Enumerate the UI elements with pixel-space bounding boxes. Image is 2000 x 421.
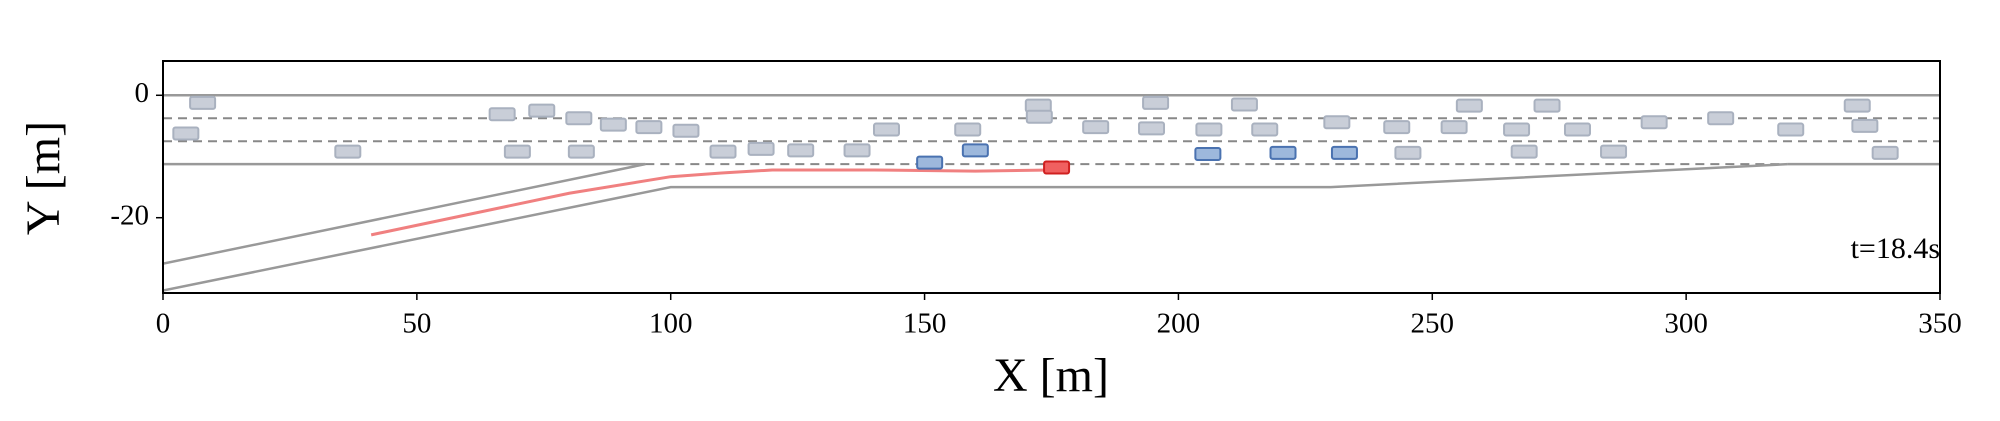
vehicle	[189, 95, 217, 110]
vehicle	[1843, 98, 1871, 113]
ego-trajectory	[370, 168, 1052, 237]
vehicle	[599, 117, 627, 132]
vehicle	[1269, 145, 1297, 160]
vehicle	[954, 122, 982, 137]
vehicle	[1503, 122, 1531, 137]
vehicle	[1533, 98, 1561, 113]
vehicle	[1707, 111, 1735, 126]
vehicle	[488, 107, 516, 122]
x-tick-label: 100	[649, 308, 693, 340]
vehicle	[172, 126, 200, 141]
x-tick-label: 0	[156, 308, 171, 340]
vehicle	[528, 103, 556, 118]
vehicle	[1195, 122, 1223, 137]
vehicle	[503, 144, 531, 159]
vehicle	[1600, 144, 1628, 159]
vehicle	[747, 141, 775, 156]
vehicle	[1383, 120, 1411, 135]
vehicle	[843, 143, 871, 158]
y-tick-label: 0	[135, 77, 150, 109]
vehicle	[565, 111, 593, 126]
road-line	[163, 162, 1788, 292]
vehicle	[1138, 121, 1166, 136]
x-tick-label: 350	[1918, 308, 1962, 340]
vehicle	[1230, 97, 1258, 112]
vehicle	[1082, 120, 1110, 135]
x-tick-label: 300	[1664, 308, 1708, 340]
vehicle	[1563, 122, 1591, 137]
vehicle	[635, 120, 663, 135]
x-axis-label: X [m]	[993, 349, 1109, 402]
vehicle	[672, 123, 700, 138]
vehicle	[1440, 120, 1468, 135]
vehicle	[1510, 144, 1538, 159]
x-tick-label: 150	[903, 308, 947, 340]
vehicle	[1043, 160, 1071, 175]
vehicle	[1455, 98, 1483, 113]
x-tick-label: 250	[1411, 308, 1455, 340]
x-tick-label: 50	[402, 308, 431, 340]
vehicle	[1394, 145, 1422, 160]
vehicle	[1640, 115, 1668, 130]
y-tick-label: -20	[110, 199, 149, 231]
vehicle	[1871, 145, 1899, 160]
x-tick-label: 200	[1157, 308, 1201, 340]
vehicle	[567, 144, 595, 159]
vehicle	[1330, 145, 1358, 160]
vehicle	[1777, 122, 1805, 137]
vehicle	[1025, 109, 1053, 124]
vehicle	[1142, 95, 1170, 110]
road-line	[163, 162, 646, 265]
vehicle	[709, 144, 737, 159]
time-annotation: t=18.4s	[1851, 232, 1940, 265]
vehicle	[1194, 147, 1222, 162]
vehicle	[1323, 115, 1351, 130]
vehicle	[916, 155, 944, 170]
vehicle	[1251, 122, 1279, 137]
plot-frame	[162, 60, 1941, 294]
vehicle	[787, 143, 815, 158]
y-axis-label: Y [m]	[17, 121, 70, 235]
vehicle	[334, 144, 362, 159]
vehicle	[1851, 118, 1879, 133]
vehicle	[872, 122, 900, 137]
vehicle	[961, 143, 989, 158]
